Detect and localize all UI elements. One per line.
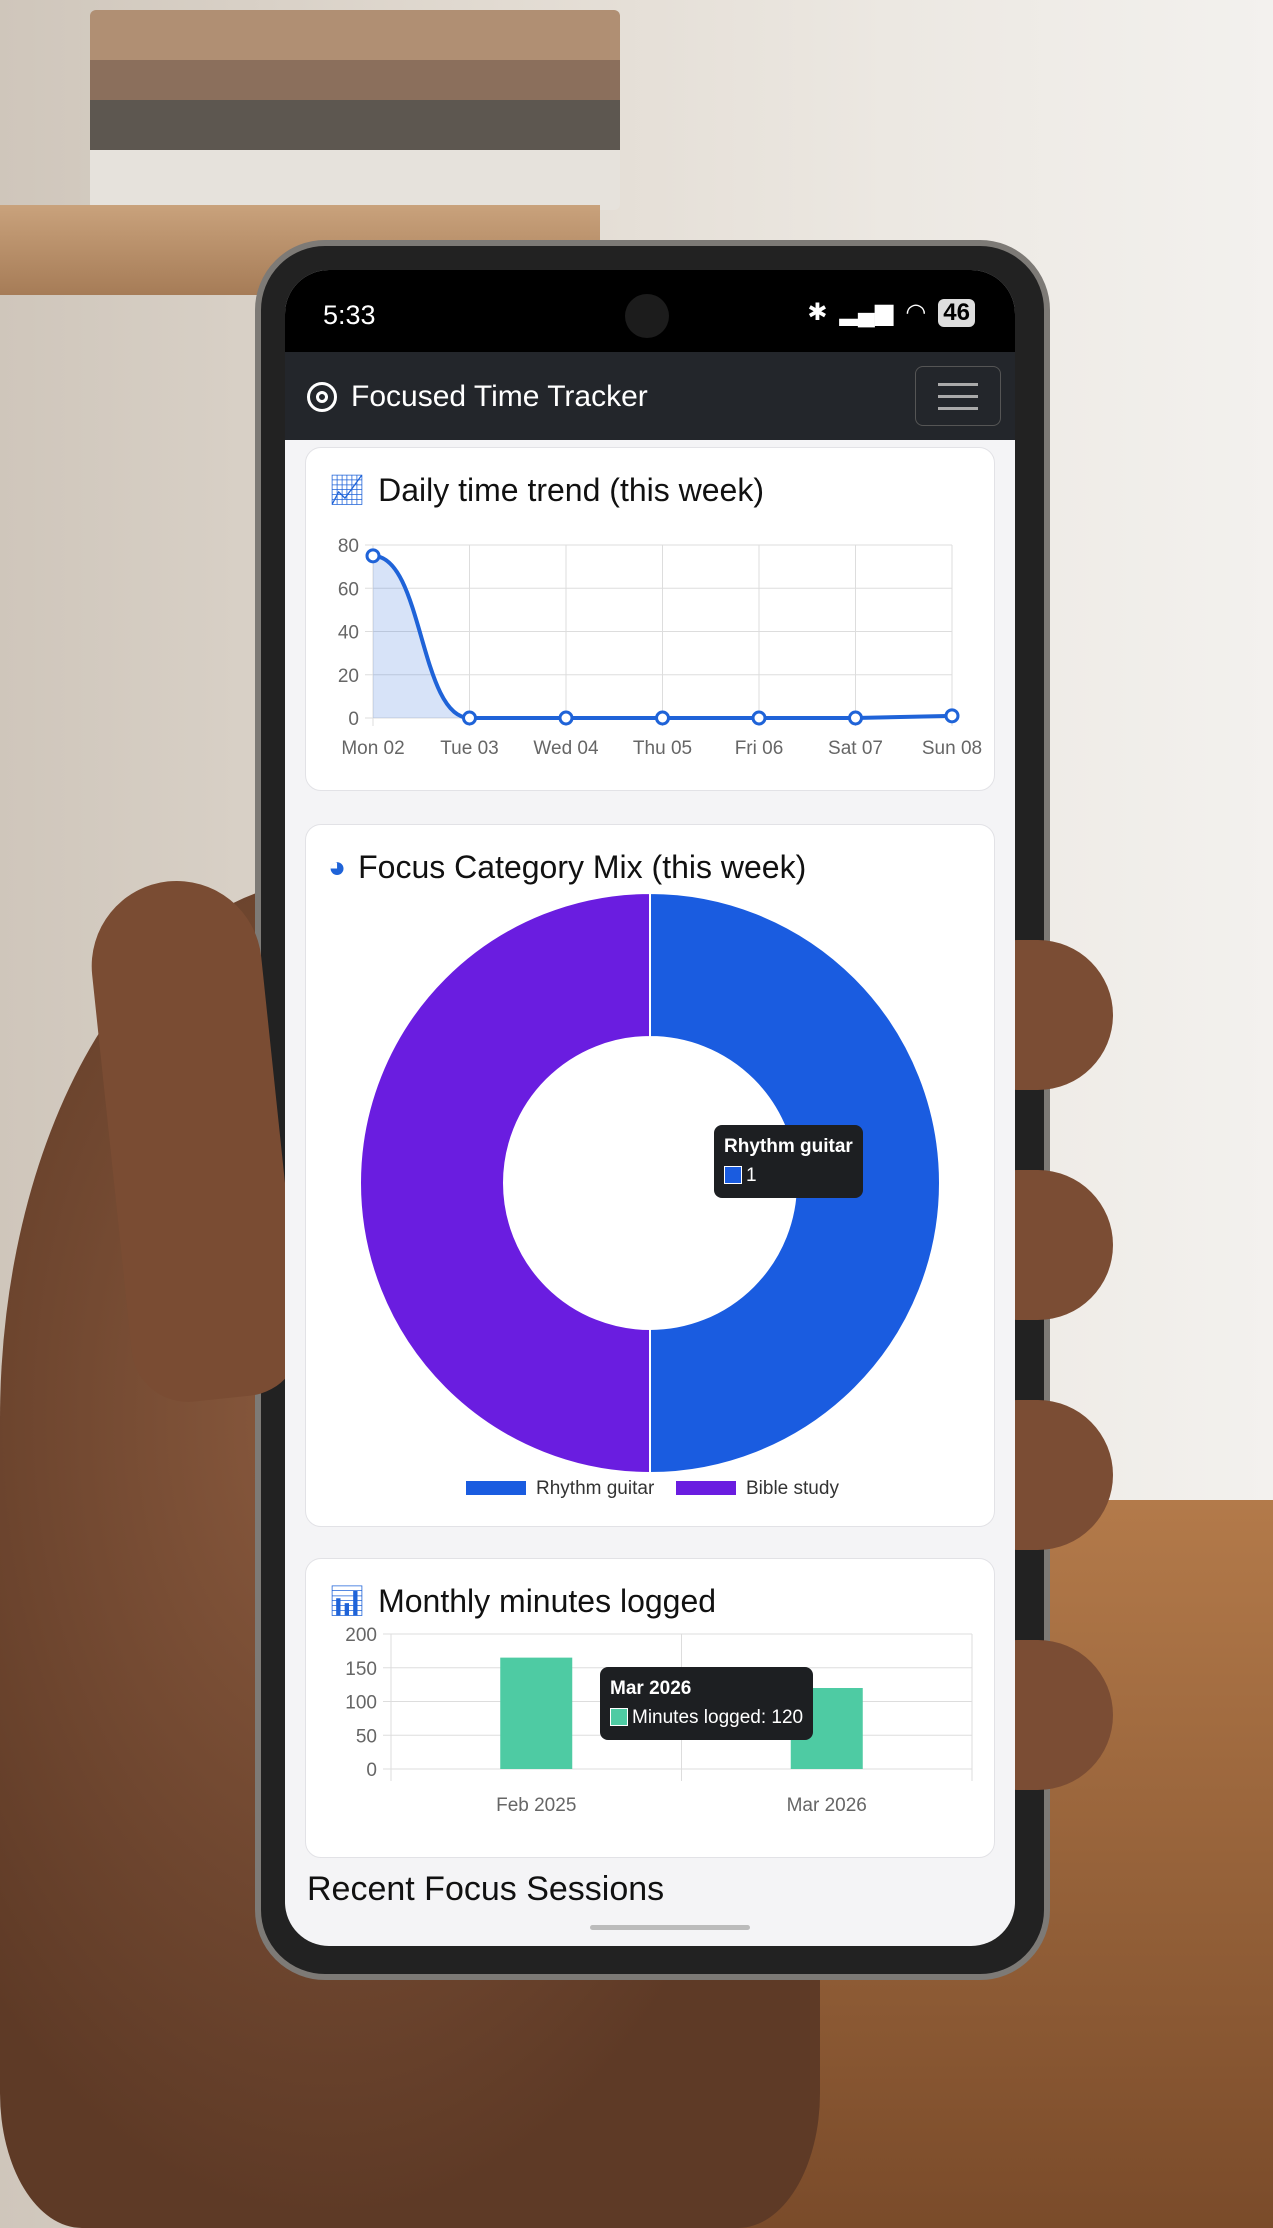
data-point [848,710,863,726]
recent-sessions-heading: Recent Focus Sessions [307,1870,665,1908]
tooltip-value: Minutes logged: 120 [632,1706,804,1728]
chart-tooltip: Rhythm guitar 1 [714,1125,863,1198]
status-bar: 5:33 ✱ ▂▄▆ ◠ 46 [285,270,1015,352]
legend-swatch [466,1481,526,1495]
x-tick-label: Tue 03 [440,738,498,759]
data-point [558,710,574,726]
category-mix-card: ◕ Focus Category Mix (this week) Rhythm g… [305,824,995,1527]
tooltip-title: Rhythm guitar [724,1136,853,1157]
monthly-minutes-card: 📊︎ Monthly minutes logged 0 50 100 150 200 Feb… [305,1558,995,1858]
chart-tooltip: Mar 2026 Minutes logged: 120 [600,1667,814,1740]
status-time: 5:33 [323,300,376,330]
tooltip-title: Mar 2026 [610,1678,692,1699]
background-books [90,10,620,210]
category-donut-chart[interactable]: Rhythm guitar Bible study [306,825,996,1528]
app-title: Focused Time Tracker [351,380,648,413]
x-tick-label: Thu 05 [633,738,692,759]
y-tick-label: 40 [338,623,359,644]
y-tick-label: 150 [345,1659,377,1680]
x-tick-label: Fri 06 [735,738,784,759]
daily-trend-card: 📈︎ Daily time trend (this week) 0 20 40 60 80… [305,447,995,791]
signal-icon: ▂▄▆ [839,299,894,326]
battery-icon: 46 [938,298,975,327]
bar [500,1657,573,1769]
y-tick-label: 60 [338,579,359,600]
tooltip-value: 1 [746,1164,757,1186]
card-title: Monthly minutes logged [378,1583,717,1619]
card-title: Daily time trend (this week) [378,472,764,508]
bluetooth-icon: ✱ [807,299,828,326]
data-point [462,710,477,726]
y-tick-label: 20 [338,666,359,687]
wifi-icon: ◠ [905,299,927,326]
data-point [944,708,960,724]
y-tick-label: 50 [356,1726,377,1747]
y-tick-label: 0 [348,709,359,730]
tooltip-swatch [610,1707,628,1726]
x-tick-label: Sat 07 [828,738,883,759]
legend-label: Bible study [746,1478,839,1499]
card-title: Focus Category Mix (this week) [358,849,807,885]
phone-screen: 5:33 ✱ ▂▄▆ ◠ 46 Focused Time Tracker 📈︎ D… [285,270,1015,1946]
line-chart-icon: 📈︎ [328,474,367,507]
navbar: Focused Time Tracker [285,352,1015,440]
x-tick-label: Wed 04 [533,738,599,759]
y-tick-label: 80 [338,536,359,557]
tooltip-swatch [724,1165,742,1184]
y-tick-label: 100 [345,1693,377,1714]
camera-cutout [625,294,669,338]
donut-slice [359,891,651,1475]
data-point [365,548,381,564]
area-fill [373,555,952,718]
x-tick-label: Sun 08 [922,738,982,759]
bar-chart-icon: 📊︎ [328,1585,367,1618]
pie-chart-icon: ◕ [328,850,347,884]
menu-toggle-button[interactable] [915,366,1001,426]
y-tick-label: 200 [345,1625,377,1646]
legend-swatch [676,1481,736,1495]
x-tick-label: Mar 2026 [787,1795,867,1816]
target-icon [307,382,337,412]
y-tick-label: 0 [366,1760,377,1781]
app-brand[interactable]: Focused Time Tracker [307,380,648,414]
x-tick-label: Feb 2025 [496,1795,576,1816]
daily-line-chart[interactable]: 0 20 40 60 80 Mon 02 Tue 03 Wed 04 Thu 05 Fri 06 S… [306,448,996,792]
home-indicator[interactable] [590,1925,750,1930]
data-point [655,710,670,726]
data-point [751,710,767,726]
legend-label: Rhythm guitar [536,1478,655,1499]
x-tick-label: Mon 02 [341,738,404,759]
